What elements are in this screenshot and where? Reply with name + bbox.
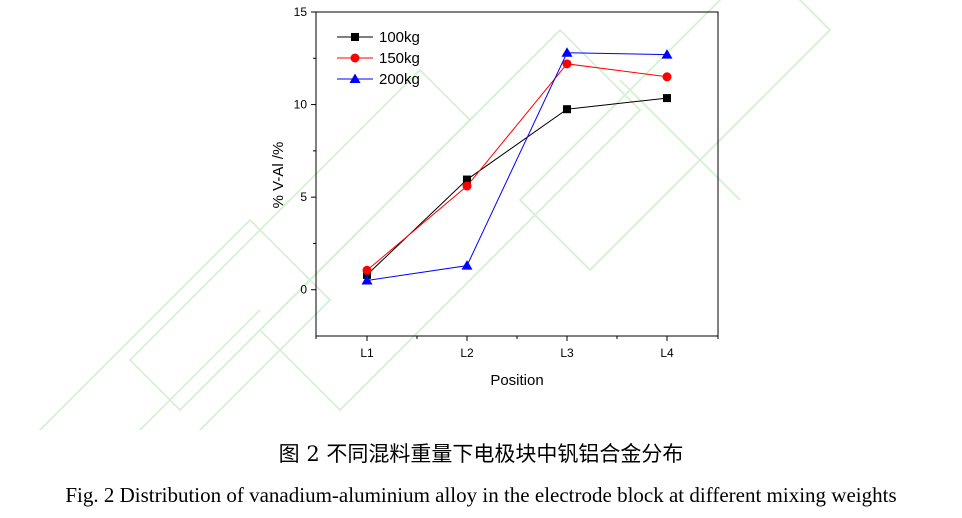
y-tick-label: 0	[300, 283, 307, 297]
legend-item: 150kg	[337, 50, 420, 67]
data-point	[461, 260, 473, 270]
series-line	[366, 52, 668, 281]
legend-marker	[350, 53, 360, 63]
legend-marker	[349, 73, 361, 83]
legend-label: 200kg	[379, 71, 420, 88]
data-point	[563, 105, 571, 114]
x-axis-label: Position	[490, 372, 543, 389]
data-point	[662, 72, 672, 82]
x-tick-label: L1	[360, 346, 374, 360]
x-tick-label: L2	[460, 346, 474, 360]
series-100kg	[363, 94, 671, 279]
data-point	[663, 94, 671, 103]
series-group	[361, 47, 673, 285]
data-point	[362, 265, 372, 275]
y-axis: 0 5 10 15	[294, 5, 316, 297]
data-point	[361, 274, 373, 285]
data-point	[562, 59, 572, 69]
x-tick-label: L3	[560, 346, 574, 360]
y-tick-label: 10	[294, 98, 308, 112]
data-point	[561, 47, 573, 57]
legend-item: 200kg	[337, 71, 420, 88]
data-point	[363, 270, 371, 279]
legend-label: 150kg	[379, 50, 420, 67]
chinese-caption: 图 2 不同混料重量下电极块中钒铝合金分布	[278, 442, 684, 466]
y-tick-label: 5	[300, 190, 307, 204]
legend-marker	[351, 33, 359, 41]
y-tick-label: 15	[294, 5, 308, 19]
english-caption: Fig. 2 Distribution of vanadium-aluminiu…	[65, 483, 897, 507]
series-150kg	[362, 59, 672, 275]
legend-label: 100kg	[379, 29, 420, 46]
plot-area	[315, 11, 719, 337]
x-tick-label: L4	[660, 346, 674, 360]
x-axis: L1 L2 L3 L4	[315, 336, 719, 360]
series-200kg	[361, 47, 673, 285]
legend-item: 100kg	[337, 29, 420, 46]
series-line	[366, 97, 668, 276]
y-axis-label: % V-Al /%	[270, 142, 287, 209]
data-point	[661, 49, 673, 59]
watermark	[38, 0, 832, 430]
chart: 0 5 10 15 L1 L2 L3 L4 100kg 150kg 200kg Position…	[38, 0, 832, 430]
series-line	[366, 63, 668, 271]
data-point	[463, 175, 471, 184]
legend: 100kg 150kg 200kg	[337, 29, 420, 88]
data-point	[462, 181, 472, 191]
